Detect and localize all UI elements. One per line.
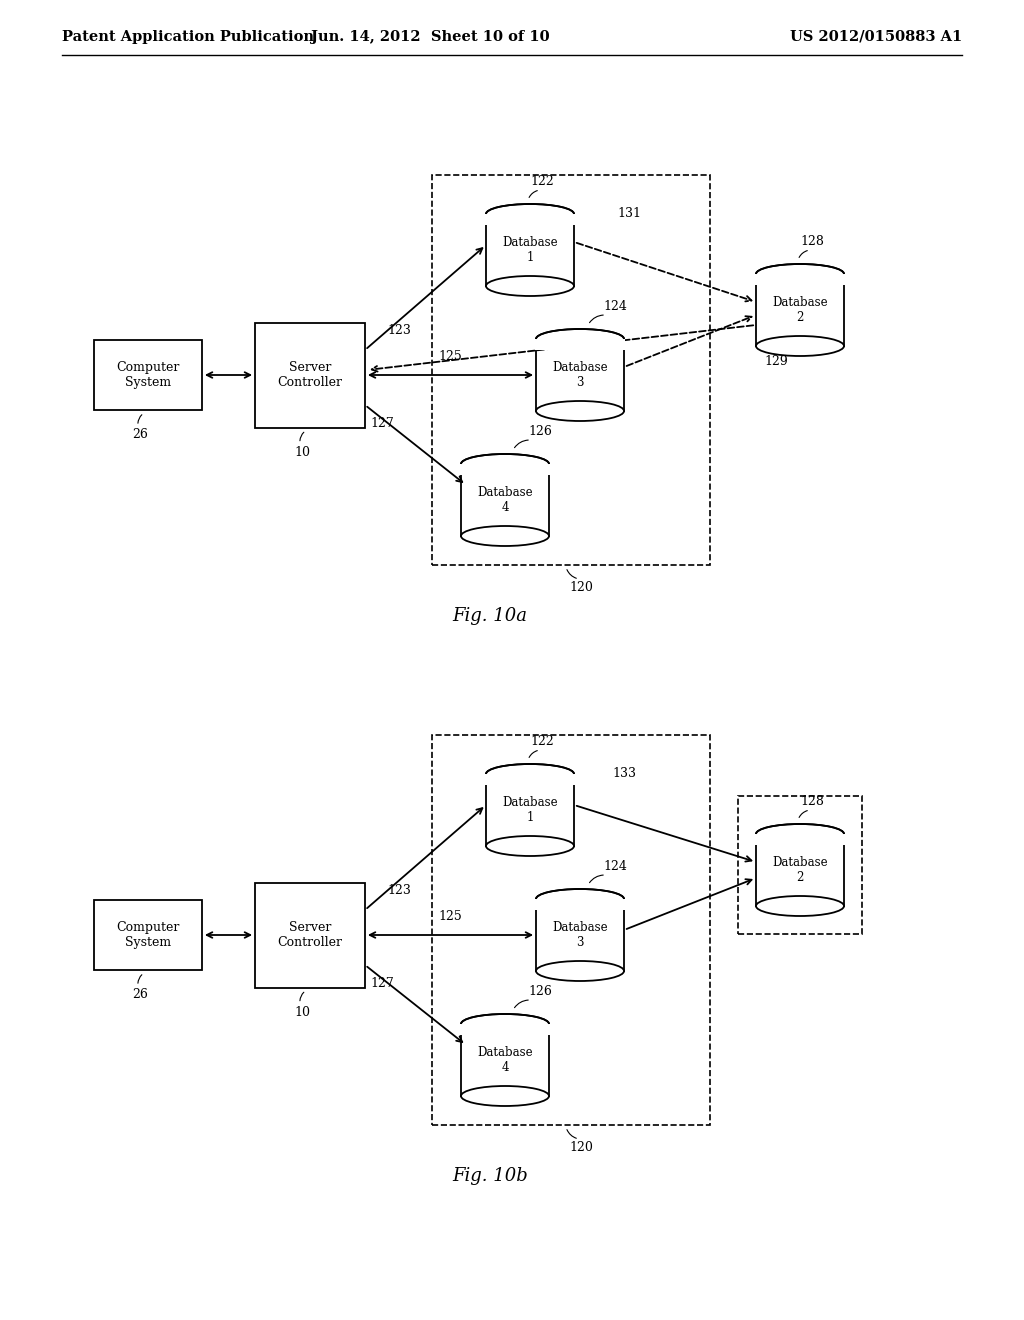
Text: 10: 10 — [294, 446, 310, 458]
Bar — [756, 834, 844, 906]
Text: 124: 124 — [603, 861, 627, 873]
Text: 127: 127 — [370, 977, 394, 990]
Text: Server
Controller: Server Controller — [278, 360, 342, 389]
Bar — [432, 735, 710, 1125]
Text: 128: 128 — [800, 795, 824, 808]
Text: 133: 133 — [612, 767, 636, 780]
Bar — [461, 465, 549, 536]
Ellipse shape — [756, 337, 844, 356]
Bar — [536, 899, 624, 972]
Text: 122: 122 — [530, 176, 554, 187]
Ellipse shape — [461, 1086, 549, 1106]
Text: Database
3: Database 3 — [552, 360, 608, 389]
Text: 125: 125 — [438, 909, 463, 923]
Ellipse shape — [486, 764, 574, 784]
Ellipse shape — [756, 896, 844, 916]
Bar — [485, 214, 575, 224]
Text: US 2012/0150883 A1: US 2012/0150883 A1 — [790, 30, 962, 44]
Bar — [535, 899, 625, 909]
Ellipse shape — [536, 329, 624, 348]
Text: 123: 123 — [387, 884, 411, 898]
Ellipse shape — [486, 276, 574, 296]
Bar — [94, 341, 202, 411]
Text: 125: 125 — [438, 350, 463, 363]
Text: 131: 131 — [617, 207, 641, 220]
Bar — [460, 465, 550, 475]
Text: 126: 126 — [528, 985, 552, 998]
Text: Database
1: Database 1 — [502, 796, 558, 824]
Bar — [94, 900, 202, 970]
Text: 120: 120 — [569, 1140, 593, 1154]
Bar — [536, 339, 624, 411]
Bar — [755, 275, 845, 285]
Text: 127: 127 — [370, 417, 394, 430]
Text: 126: 126 — [528, 425, 552, 438]
Bar — [461, 1024, 549, 1096]
Bar — [486, 774, 574, 846]
Bar — [255, 322, 365, 428]
Ellipse shape — [461, 1014, 549, 1034]
Text: Jun. 14, 2012  Sheet 10 of 10: Jun. 14, 2012 Sheet 10 of 10 — [310, 30, 549, 44]
Text: Computer
System: Computer System — [117, 360, 179, 389]
Text: Database
2: Database 2 — [772, 296, 827, 323]
Text: Database
4: Database 4 — [477, 486, 532, 513]
Text: Fig. 10b: Fig. 10b — [453, 1167, 528, 1185]
Text: Database
3: Database 3 — [552, 921, 608, 949]
Text: 120: 120 — [569, 581, 593, 594]
Bar — [756, 275, 844, 346]
Bar — [432, 176, 710, 565]
Bar — [738, 796, 862, 935]
Text: Database
4: Database 4 — [477, 1045, 532, 1074]
Ellipse shape — [536, 401, 624, 421]
Text: Computer
System: Computer System — [117, 921, 179, 949]
Text: Server
Controller: Server Controller — [278, 921, 342, 949]
Text: Fig. 10a: Fig. 10a — [453, 607, 527, 624]
Text: 129: 129 — [764, 355, 787, 368]
Text: 26: 26 — [132, 428, 147, 441]
Ellipse shape — [461, 525, 549, 546]
Ellipse shape — [486, 836, 574, 855]
Text: 10: 10 — [294, 1006, 310, 1019]
Bar — [486, 214, 574, 286]
Text: 128: 128 — [800, 235, 824, 248]
Text: Database
2: Database 2 — [772, 855, 827, 884]
Ellipse shape — [461, 454, 549, 474]
Bar — [460, 1024, 550, 1035]
Text: 26: 26 — [132, 987, 147, 1001]
Text: 124: 124 — [603, 300, 627, 313]
Bar — [255, 883, 365, 987]
Ellipse shape — [536, 888, 624, 909]
Text: Database
1: Database 1 — [502, 236, 558, 264]
Bar — [535, 339, 625, 350]
Ellipse shape — [756, 824, 844, 843]
Bar — [755, 834, 845, 845]
Text: Patent Application Publication: Patent Application Publication — [62, 30, 314, 44]
Ellipse shape — [486, 205, 574, 224]
Ellipse shape — [756, 264, 844, 284]
Text: 123: 123 — [387, 323, 411, 337]
Ellipse shape — [536, 961, 624, 981]
Bar — [485, 774, 575, 785]
Text: 122: 122 — [530, 735, 554, 748]
